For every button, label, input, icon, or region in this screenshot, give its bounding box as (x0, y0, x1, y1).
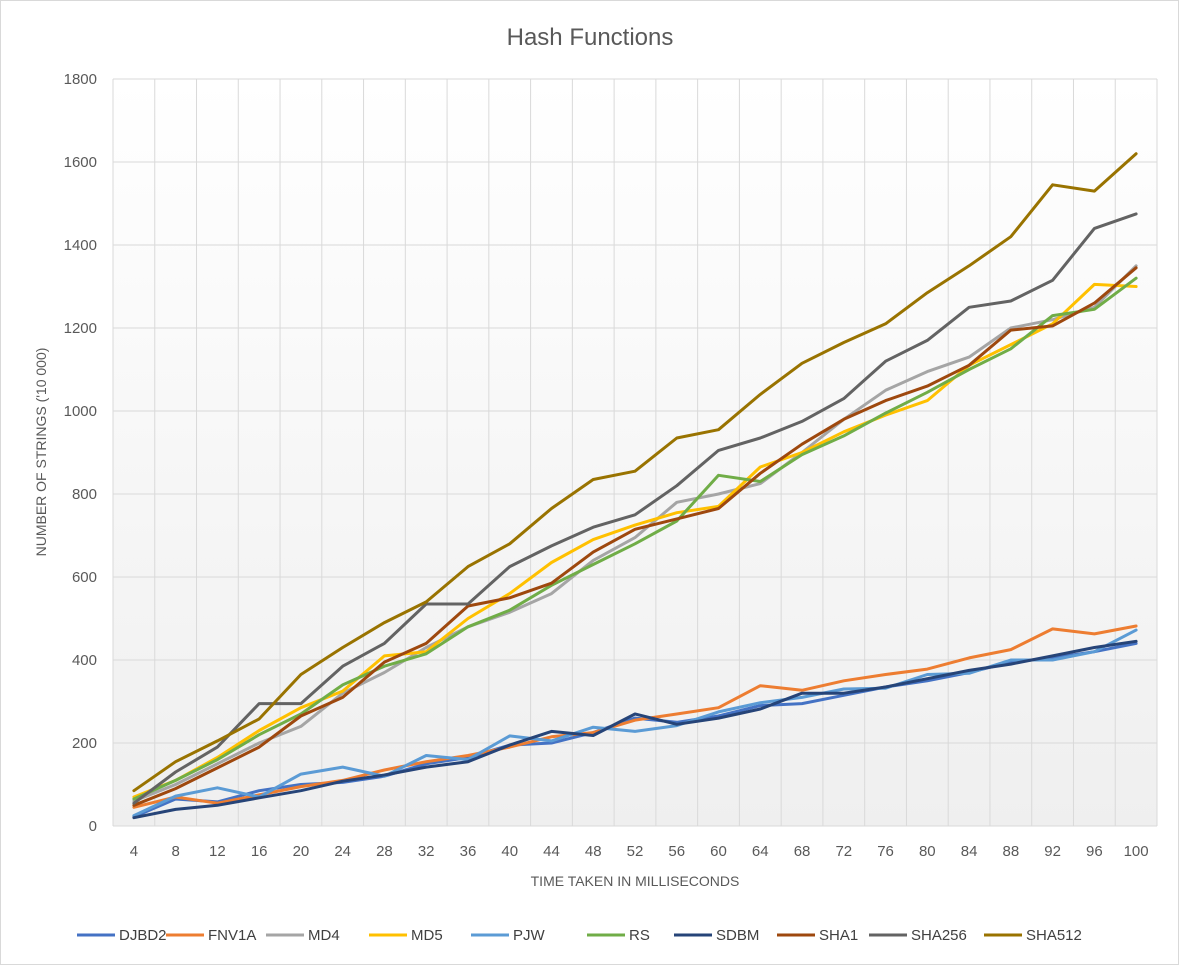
x-tick-label: 32 (418, 843, 435, 860)
series-line-pjw (132, 628, 1138, 818)
x-tick-label: 12 (209, 843, 226, 860)
x-tick-label: 68 (794, 843, 811, 860)
y-tick-label: 200 (72, 735, 97, 752)
legend-label: SHA256 (911, 927, 967, 944)
chart-title: Hash Functions (507, 24, 674, 51)
legend-label: SHA512 (1026, 927, 1082, 944)
x-tick-label: 24 (334, 843, 351, 860)
x-tick-label: 96 (1086, 843, 1103, 860)
grid (112, 78, 1158, 827)
series-line-sdbm (132, 639, 1138, 820)
x-tick-label: 92 (1044, 843, 1061, 860)
y-tick-label: 600 (72, 569, 97, 586)
series-line-rs (132, 276, 1138, 801)
x-tick-label: 40 (501, 843, 518, 860)
y-tick-label: 0 (89, 818, 97, 835)
legend-label: MD5 (411, 927, 443, 944)
legend: DJBD2 FNV1A MD4 MD5 PJW RS SDBM SHA1 SHA256 SHA51… (77, 927, 1082, 944)
x-tick-label: 4 (130, 843, 138, 860)
x-tick-label: 84 (961, 843, 978, 860)
x-tick-label: 8 (171, 843, 179, 860)
x-axis-title: TIME TAKEN IN MILLISECONDS (531, 873, 740, 889)
x-tick-label: 52 (627, 843, 644, 860)
x-tick-label: 56 (668, 843, 685, 860)
y-tick-label: 1400 (64, 237, 97, 254)
plot-area (113, 79, 1157, 826)
x-tick-label: 20 (293, 843, 310, 860)
series-line-fnv1a (132, 624, 1138, 809)
legend-label: FNV1A (208, 927, 256, 944)
x-axis-ticks: 4 8 12 16 20 24 28 32 36 40 44 48 52 56 60 64 68 72 76 80 84… (130, 843, 1149, 860)
y-tick-label: 400 (72, 652, 97, 669)
legend-label: MD4 (308, 927, 340, 944)
x-tick-label: 36 (460, 843, 477, 860)
x-tick-label: 100 (1124, 843, 1149, 860)
x-tick-label: 60 (710, 843, 727, 860)
legend-label: SHA1 (819, 927, 858, 944)
x-tick-label: 76 (877, 843, 894, 860)
y-tick-label: 800 (72, 486, 97, 503)
x-tick-label: 80 (919, 843, 936, 860)
series-line-sha256 (132, 212, 1138, 805)
x-tick-label: 72 (835, 843, 852, 860)
legend-label: PJW (513, 927, 546, 944)
x-tick-label: 88 (1002, 843, 1019, 860)
series-lines (132, 152, 1138, 820)
x-tick-label: 48 (585, 843, 602, 860)
series-line-md4 (132, 264, 1138, 803)
y-tick-label: 1000 (64, 403, 97, 420)
legend-label: RS (629, 927, 650, 944)
x-tick-label: 64 (752, 843, 769, 860)
series-line-sha1 (132, 266, 1138, 807)
y-tick-label: 1200 (64, 320, 97, 337)
x-tick-label: 44 (543, 843, 560, 860)
y-tick-label: 1800 (64, 71, 97, 88)
y-axis-title: NUMBER OF STRINGS ('10 000) (33, 348, 49, 557)
y-tick-label: 1600 (64, 154, 97, 171)
y-axis-ticks: 0 200 400 600 800 1000 1200 1400 1600 1800 (64, 71, 97, 835)
x-tick-label: 28 (376, 843, 393, 860)
series-line-sha512 (132, 152, 1138, 793)
legend-label: DJBD2 (119, 927, 167, 944)
legend-label: SDBM (716, 927, 759, 944)
x-tick-label: 16 (251, 843, 268, 860)
